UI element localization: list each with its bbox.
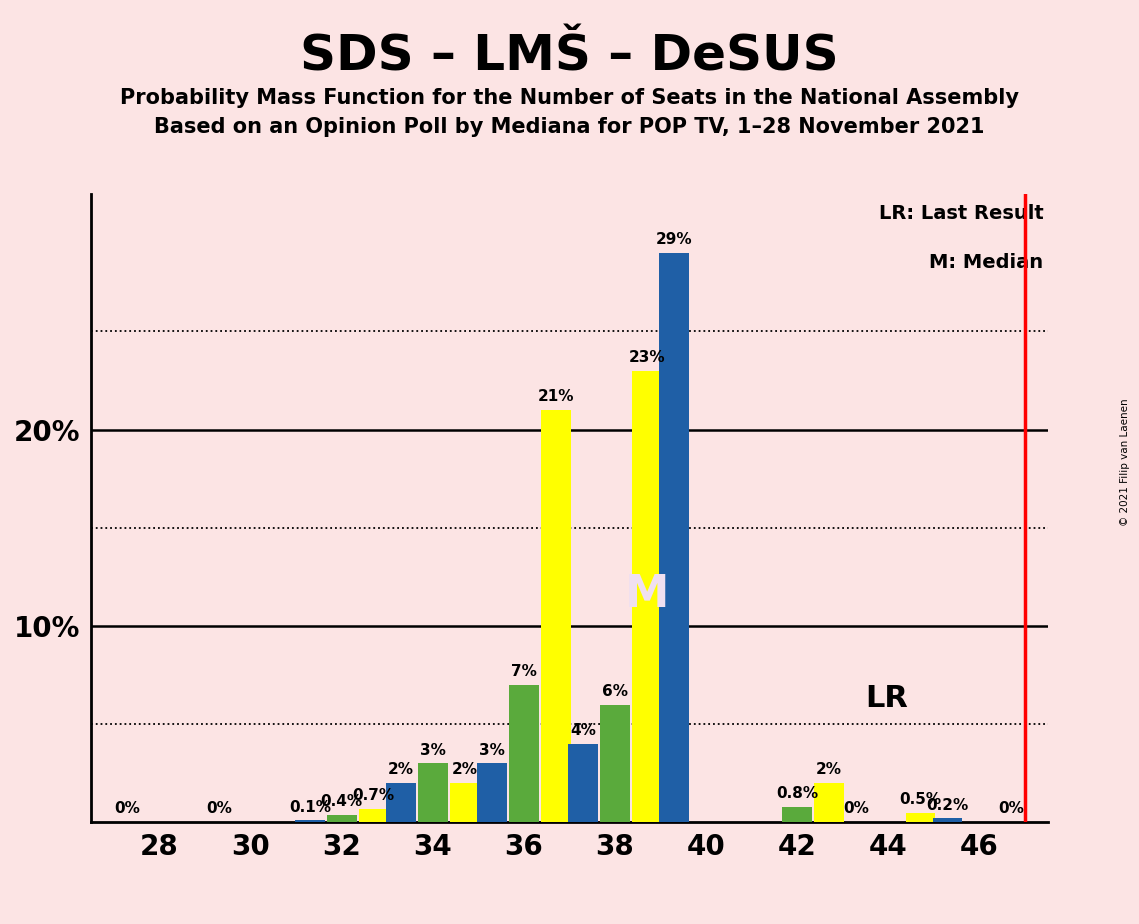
- Text: 0.4%: 0.4%: [321, 794, 362, 808]
- Text: 23%: 23%: [629, 350, 665, 365]
- Text: 0.2%: 0.2%: [926, 797, 969, 812]
- Bar: [632, 371, 662, 822]
- Text: © 2021 Filip van Laenen: © 2021 Filip van Laenen: [1121, 398, 1130, 526]
- Text: LR: LR: [866, 684, 909, 713]
- Bar: [359, 808, 388, 822]
- Text: 3%: 3%: [420, 743, 445, 758]
- Bar: [386, 784, 416, 822]
- Bar: [418, 763, 448, 822]
- Text: Probability Mass Function for the Number of Seats in the National Assembly: Probability Mass Function for the Number…: [120, 88, 1019, 108]
- Text: 3%: 3%: [480, 743, 505, 758]
- Text: 7%: 7%: [511, 664, 536, 679]
- Bar: [541, 410, 571, 822]
- Text: M: M: [625, 573, 669, 616]
- Text: 0%: 0%: [206, 801, 231, 817]
- Text: 29%: 29%: [656, 232, 693, 247]
- Bar: [933, 819, 962, 822]
- Bar: [782, 807, 812, 822]
- Text: 0%: 0%: [115, 801, 140, 817]
- Text: 6%: 6%: [603, 684, 628, 699]
- Text: 0%: 0%: [844, 801, 869, 817]
- Bar: [659, 253, 689, 822]
- Text: 0.8%: 0.8%: [777, 785, 818, 801]
- Text: 0%: 0%: [999, 801, 1024, 817]
- Bar: [450, 784, 480, 822]
- Text: SDS – LMŠ – DeSUS: SDS – LMŠ – DeSUS: [301, 32, 838, 80]
- Text: 2%: 2%: [817, 762, 842, 777]
- Bar: [327, 815, 357, 822]
- Text: 21%: 21%: [538, 389, 574, 404]
- Text: 0.1%: 0.1%: [289, 799, 330, 815]
- Text: M: Median: M: Median: [929, 253, 1043, 272]
- Text: LR: Last Result: LR: Last Result: [878, 204, 1043, 223]
- Text: 4%: 4%: [571, 723, 596, 738]
- Text: 2%: 2%: [388, 762, 413, 777]
- Text: 0.7%: 0.7%: [353, 788, 394, 803]
- Bar: [509, 685, 539, 822]
- Bar: [568, 744, 598, 822]
- Bar: [600, 704, 630, 822]
- Bar: [906, 812, 935, 822]
- Text: 2%: 2%: [452, 762, 477, 777]
- Bar: [477, 763, 507, 822]
- Text: 0.5%: 0.5%: [900, 792, 941, 807]
- Bar: [814, 784, 844, 822]
- Bar: [295, 821, 325, 822]
- Text: Based on an Opinion Poll by Mediana for POP TV, 1–28 November 2021: Based on an Opinion Poll by Mediana for …: [154, 117, 985, 138]
